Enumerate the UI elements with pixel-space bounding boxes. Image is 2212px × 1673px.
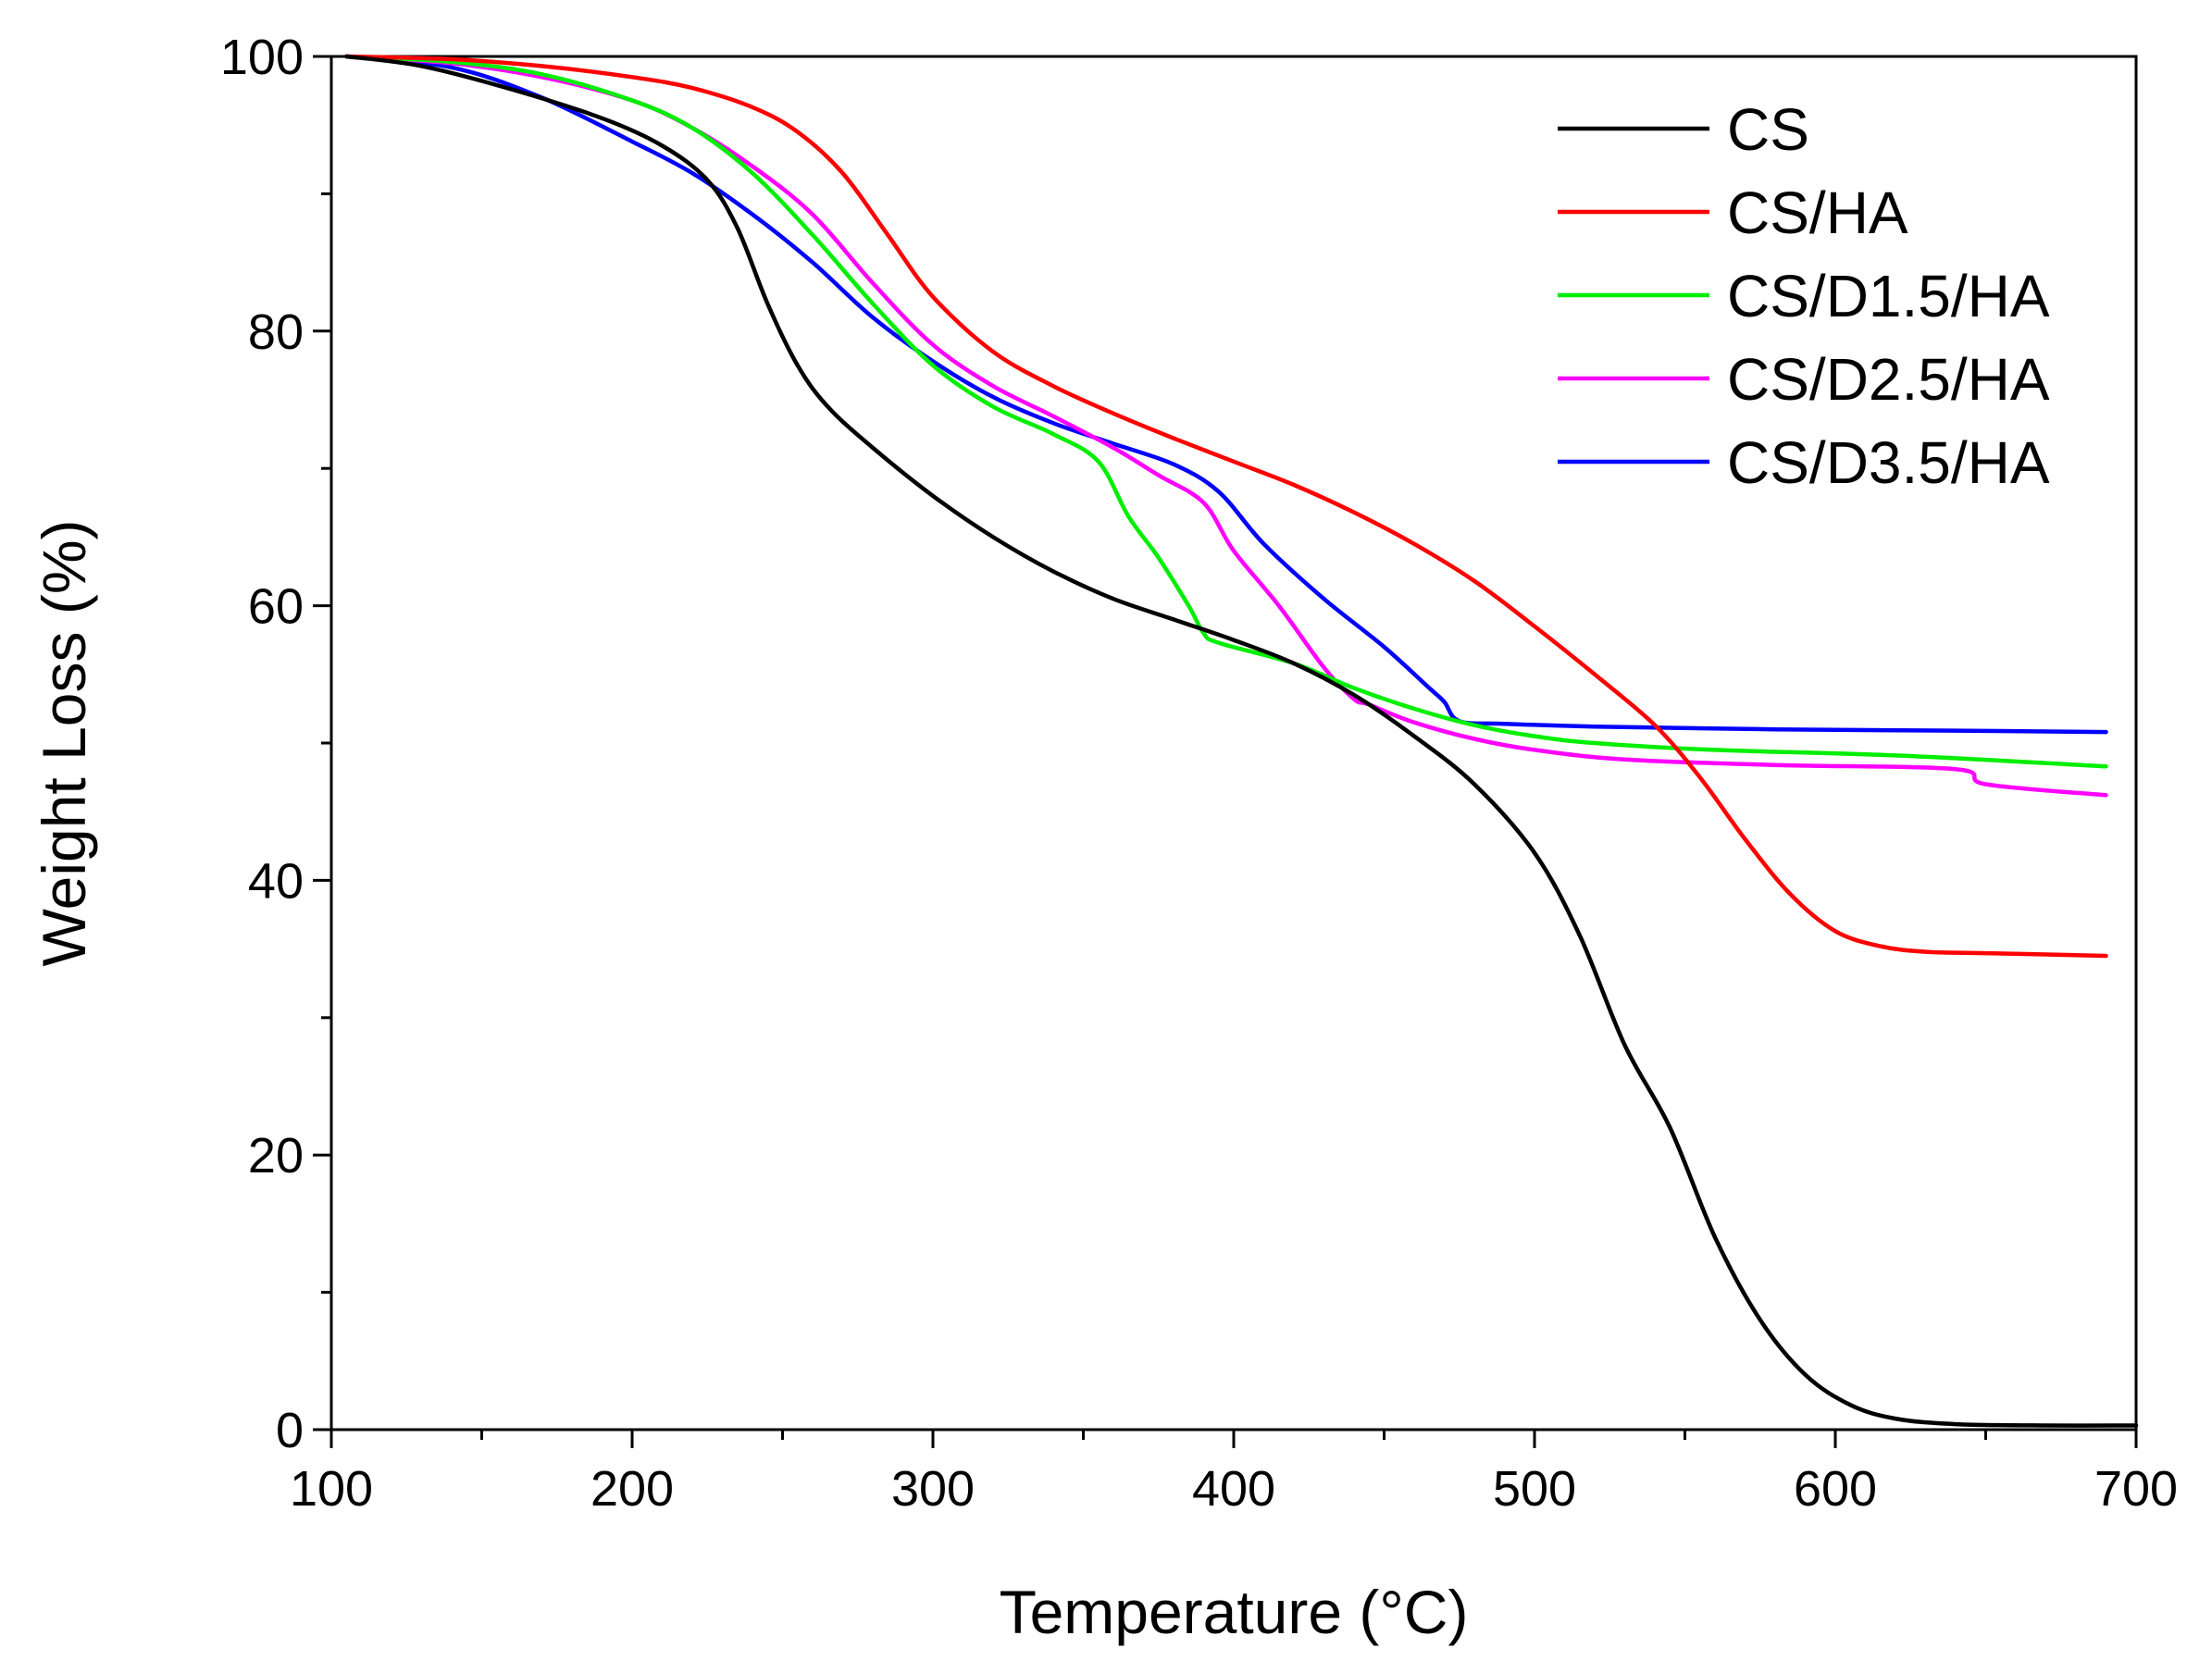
y-tick-label: 0	[276, 1403, 304, 1458]
series-line-cs-d2-5-ha	[344, 54, 2108, 798]
series-line-cs-d1-5-ha	[344, 54, 2108, 769]
legend-label: CS/D3.5/HA	[1727, 429, 2050, 496]
legend: CS CS/HA CS/D1.5/HA CS/D2.5/HA CS/D3.5/HA	[1558, 96, 2050, 496]
y-axis-title: Weight Loss (%)	[30, 520, 98, 967]
series-line-cs	[344, 54, 2139, 1428]
series-line-cs-ha	[344, 54, 2108, 959]
y-tick-label: 80	[248, 304, 304, 360]
x-tick-label: 400	[1192, 1461, 1275, 1517]
legend-label: CS/D1.5/HA	[1727, 263, 2050, 329]
legend-label: CS/HA	[1727, 180, 1908, 246]
axis-ticks: 100 200 300 400 500 600 700 0 20 40 60 80 100	[220, 30, 2178, 1517]
legend-label: CS	[1727, 96, 1809, 163]
x-tick-label: 500	[1493, 1461, 1576, 1517]
x-tick-label: 700	[2094, 1461, 2178, 1517]
y-tick-label: 100	[220, 30, 304, 85]
x-tick-label: 200	[590, 1461, 674, 1517]
x-tick-label: 300	[891, 1461, 975, 1517]
y-tick-label: 60	[248, 579, 304, 635]
series-line-cs-d3-5-ha	[344, 54, 2108, 735]
x-axis-title: Temperature (°C)	[1000, 1578, 1469, 1646]
y-tick-label: 20	[248, 1128, 304, 1183]
series-lines	[344, 54, 2139, 1428]
x-tick-label: 600	[1794, 1461, 1877, 1517]
x-tick-label: 100	[290, 1461, 373, 1517]
legend-label: CS/D2.5/HA	[1727, 346, 2050, 413]
y-tick-label: 40	[248, 853, 304, 909]
